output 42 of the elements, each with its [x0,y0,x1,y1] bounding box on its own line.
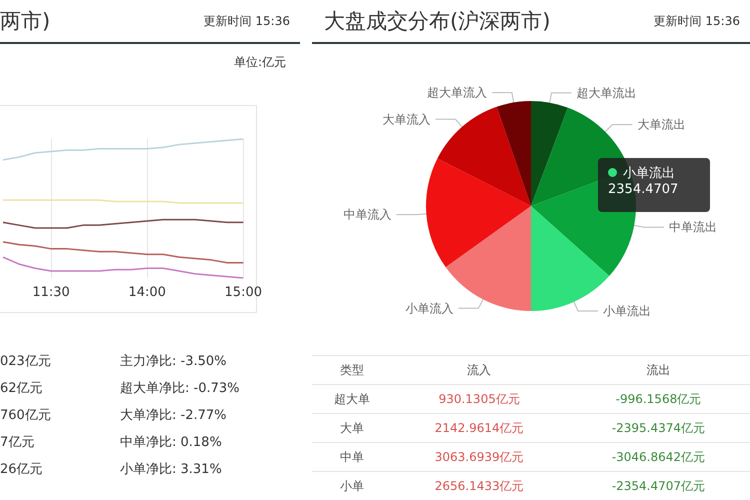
tooltip-box: 小单流出 2354.4707 [598,158,710,212]
x-tick-label: 15:00 [224,285,262,300]
slice-label: 小单流出 [602,304,651,318]
text: 超大单净比: -0.73% [120,380,241,398]
text: 主力净比: -3.50% [120,353,228,371]
slice-label: 大单流出 [637,118,686,132]
text: 中单 [312,442,392,472]
text: -2395.4374亿元 [566,414,750,442]
text: 023亿元 [0,353,52,371]
text: 小单净比: 3.31% [120,461,223,479]
x-tick-label: 14:00 [128,285,166,300]
slice-label: 超大单流出 [576,86,636,100]
chart-title: 两市) [0,8,50,35]
text: -3046.8642亿元 [566,442,750,472]
text: 62亿元 [0,380,44,398]
slice-label: 中单流入 [343,208,392,222]
text: 大单 [312,414,392,442]
text: 2142.9614亿元 [392,414,567,442]
text: 2656.1433亿元 [392,472,567,500]
text: 超大单 [312,384,392,414]
text: 760亿元 [0,407,52,425]
text: 7亿元 [0,434,36,452]
text: 中单净比: 0.18% [120,434,223,452]
text: 流出 [566,356,750,384]
text: -996.1568亿元 [566,384,750,414]
text: 更新时间 15:36 [204,12,291,30]
text: 大单净比: -2.77% [120,407,228,425]
x-tick-label: 11:30 [32,285,70,300]
slice-label: 小单流入 [405,301,454,316]
text: 3063.6939亿元 [392,442,567,472]
text: 单位:亿元 [232,54,287,71]
slice-label: 中单流出 [669,220,718,234]
slice-label: 超大单流入 [426,86,487,100]
text: 更新时间 15:36 [654,12,741,30]
text: -2354.4707亿元 [566,472,750,500]
chart-title: 大盘成交分布(沪深两市) [323,8,550,35]
text: 流入 [392,356,567,384]
text: 930.1305亿元 [392,384,567,414]
text: 26亿元 [0,461,44,479]
text: 类型 [312,356,392,384]
slice-label: 大单流入 [382,112,430,126]
text: 小单 [312,472,392,500]
